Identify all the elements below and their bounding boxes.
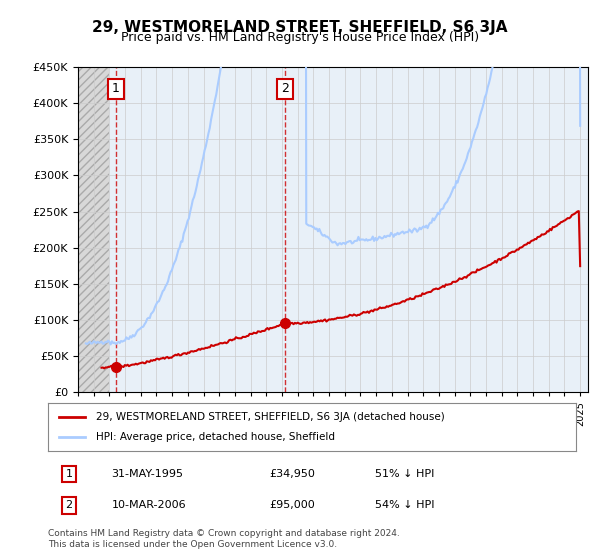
Text: 2: 2 bbox=[281, 82, 289, 95]
Text: 1: 1 bbox=[65, 469, 73, 479]
Text: 29, WESTMORELAND STREET, SHEFFIELD, S6 3JA: 29, WESTMORELAND STREET, SHEFFIELD, S6 3… bbox=[92, 20, 508, 35]
Text: £34,950: £34,950 bbox=[270, 469, 316, 479]
Text: 31-MAY-1995: 31-MAY-1995 bbox=[112, 469, 184, 479]
Text: HPI: Average price, detached house, Sheffield: HPI: Average price, detached house, Shef… bbox=[95, 432, 335, 442]
Text: Price paid vs. HM Land Registry's House Price Index (HPI): Price paid vs. HM Land Registry's House … bbox=[121, 31, 479, 44]
Text: £95,000: £95,000 bbox=[270, 501, 316, 510]
Text: 51% ↓ HPI: 51% ↓ HPI bbox=[376, 469, 435, 479]
Text: 29, WESTMORELAND STREET, SHEFFIELD, S6 3JA (detached house): 29, WESTMORELAND STREET, SHEFFIELD, S6 3… bbox=[95, 412, 444, 422]
Text: Contains HM Land Registry data © Crown copyright and database right 2024.
This d: Contains HM Land Registry data © Crown c… bbox=[48, 529, 400, 549]
Text: 1: 1 bbox=[112, 82, 120, 95]
Text: 2: 2 bbox=[65, 501, 73, 510]
Text: 10-MAR-2006: 10-MAR-2006 bbox=[112, 501, 186, 510]
Text: 54% ↓ HPI: 54% ↓ HPI bbox=[376, 501, 435, 510]
